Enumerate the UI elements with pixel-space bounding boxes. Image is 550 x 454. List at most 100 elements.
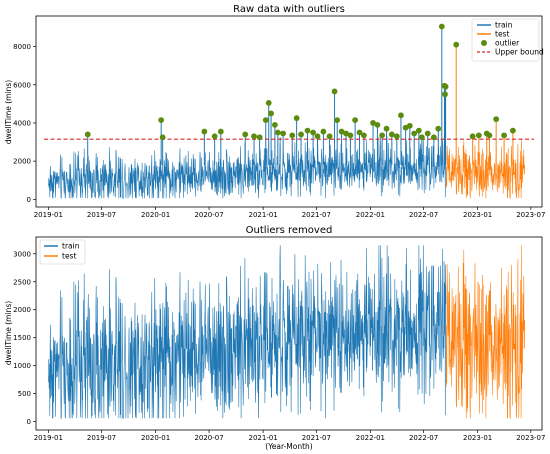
plot-area: [48, 245, 525, 419]
x-tick-label: 2022-07: [409, 211, 438, 219]
legend: train test: [39, 239, 86, 265]
outlier-point: [320, 128, 327, 135]
outlier-point: [415, 127, 422, 134]
x-axis-label: (Year-Month): [265, 442, 313, 451]
y-tick-label: 0: [27, 196, 31, 204]
series-train-line: [48, 245, 447, 419]
series-test-line: [445, 138, 525, 199]
outlier-point: [356, 129, 363, 136]
outlier-point: [438, 23, 445, 30]
legend-outlier-swatch: [481, 40, 487, 46]
legend: train test outlier Upper bound: [471, 18, 544, 62]
x-tick-label: 2022-07: [409, 434, 438, 442]
outlier-point: [379, 132, 386, 139]
y-tick-label: 4000: [13, 119, 31, 127]
outlier-point: [406, 122, 413, 129]
y-axis-label: dwellTime (mins): [4, 80, 13, 144]
outlier-point: [256, 134, 263, 141]
x-tick-label: 2019-01: [34, 211, 63, 219]
outlier-point: [310, 129, 316, 136]
outlier-point: [424, 130, 431, 137]
outlier-point: [347, 132, 354, 139]
legend-train-label: train: [62, 242, 80, 251]
outlier-point: [293, 115, 300, 122]
outliers-removed-panel: Outliers removed dwellTime (mins) (Year-…: [4, 225, 545, 451]
legend-train-label: train: [495, 21, 513, 30]
outlier-point: [453, 41, 460, 48]
x-tick-label: 2021-07: [302, 434, 331, 442]
outlier-point: [442, 91, 448, 98]
y-axis-label: dwellTime (mins): [4, 301, 13, 365]
plot-area: [44, 23, 534, 199]
outlier-point: [201, 128, 208, 135]
legend-test-label: test: [495, 30, 509, 39]
x-tick-label: 2020-01: [141, 211, 170, 219]
outlier-point: [388, 131, 395, 138]
outlier-point: [411, 130, 418, 137]
outlier-point: [289, 132, 296, 139]
x-tick-label: 2020-01: [141, 434, 170, 442]
axis-ticks: 2019-01 2019-07 2020-01 2020-07 2021-01 2021-…: [13, 43, 545, 219]
outlier-point: [374, 121, 381, 128]
x-tick-label: 2020-07: [194, 211, 223, 219]
x-tick-label: 2021-01: [249, 211, 278, 219]
y-tick-label: 2000: [13, 306, 31, 314]
outlier-point: [280, 130, 287, 137]
outlier-point: [251, 133, 257, 140]
outlier-point: [393, 133, 400, 140]
outlier-point: [442, 83, 449, 90]
y-tick-label: 0: [27, 418, 31, 426]
x-tick-label: 2023-01: [463, 211, 492, 219]
outlier-point: [361, 132, 367, 139]
outlier-point: [262, 117, 269, 123]
plot-frame: [35, 236, 543, 431]
outlier-point: [274, 129, 281, 136]
outlier-point: [338, 128, 345, 135]
outlier-point: [469, 133, 476, 140]
y-tick-label: 1000: [13, 362, 31, 370]
outlier-point: [418, 134, 425, 141]
x-tick-label: 2020-07: [194, 434, 223, 442]
outlier-point: [493, 116, 500, 123]
outlier-point: [430, 134, 437, 141]
outlier-point: [343, 130, 349, 137]
outlier-point: [370, 120, 376, 126]
outlier-point: [84, 131, 91, 138]
chart-title: Raw data with outliers: [233, 4, 345, 15]
series-train-line: [48, 135, 447, 199]
outlier-point: [486, 132, 493, 139]
outlier-point: [501, 132, 507, 139]
outlier-point: [265, 100, 272, 106]
x-tick-label: 2021-07: [302, 211, 331, 219]
outlier-point: [510, 127, 516, 134]
outlier-point: [475, 132, 482, 139]
outlier-point: [398, 112, 404, 119]
outlier-point: [271, 121, 278, 128]
x-tick-label: 2022-01: [356, 434, 385, 442]
legend-upper-bound-label: Upper bound: [495, 48, 544, 57]
x-tick-label: 2019-07: [87, 434, 116, 442]
outlier-point: [383, 125, 390, 132]
x-tick-label: 2021-01: [249, 434, 278, 442]
x-tick-label: 2023-07: [516, 434, 545, 442]
outlier-point: [298, 131, 304, 138]
series-test-line: [445, 245, 525, 419]
y-tick-label: 6000: [13, 81, 31, 89]
y-tick-label: 2000: [13, 158, 31, 166]
outlier-point: [331, 88, 338, 95]
outlier-point: [211, 133, 218, 140]
legend-outlier-label: outlier: [495, 39, 520, 48]
legend-test-label: test: [62, 252, 76, 261]
y-tick-label: 8000: [13, 43, 31, 51]
x-tick-label: 2022-01: [356, 211, 385, 219]
outlier-point: [159, 134, 166, 141]
legend-box: [471, 18, 540, 62]
y-tick-label: 3000: [13, 250, 31, 258]
y-tick-label: 500: [18, 390, 31, 398]
outlier-point: [242, 131, 249, 138]
x-tick-label: 2023-01: [463, 434, 492, 442]
y-tick-label: 2500: [13, 278, 31, 286]
chart-title: Outliers removed: [246, 225, 333, 236]
outlier-point: [304, 127, 311, 134]
y-tick-label: 1500: [13, 334, 31, 342]
